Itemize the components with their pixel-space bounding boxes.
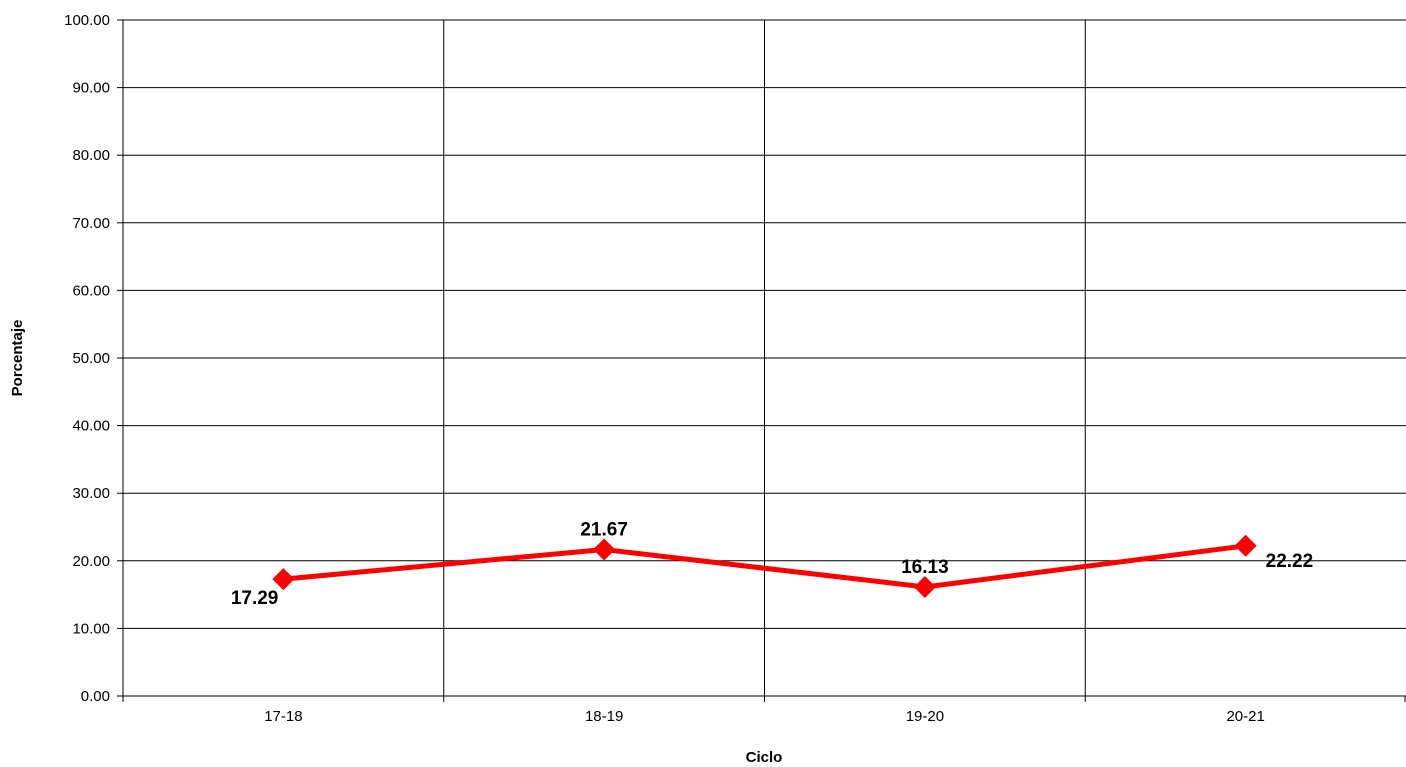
gridlines (123, 19, 1406, 696)
data-label: 16.13 (901, 557, 949, 578)
data-point-marker (1234, 534, 1257, 557)
y-tick-label: 50.00 (72, 350, 110, 367)
y-tick-label: 100.00 (64, 12, 110, 29)
y-tick-label: 40.00 (72, 418, 110, 435)
y-tick-label: 80.00 (72, 147, 110, 164)
data-label: 21.67 (580, 520, 628, 541)
y-axis-ticks: 0.00 10.00 20.00 30.00 40.00 50.00 60.00 70.00 8… (64, 12, 123, 705)
y-axis-title: Porcentaje (9, 320, 26, 397)
series-group (272, 534, 1257, 598)
y-tick-label: 60.00 (72, 282, 110, 299)
x-axis-title: Ciclo (746, 749, 783, 766)
data-point-marker (913, 575, 936, 598)
data-label: 22.22 (1266, 551, 1314, 572)
data-labels: 17.29 21.67 16.13 22.22 (231, 520, 1313, 610)
series-line (280, 543, 1249, 590)
data-point-marker (272, 568, 295, 591)
x-tick-label: 19-20 (906, 708, 944, 725)
x-tick-label: 20-21 (1226, 708, 1264, 725)
y-tick-label: 90.00 (72, 80, 110, 97)
x-tick-label: 18-19 (585, 708, 623, 725)
y-tick-label: 70.00 (72, 215, 110, 232)
x-axis-ticks: 17-18 18-19 19-20 20-21 (122, 696, 1406, 725)
y-tick-label: 20.00 (72, 553, 110, 570)
x-tick-label: 17-18 (264, 708, 302, 725)
y-tick-label: 30.00 (72, 485, 110, 502)
data-point-marker (593, 538, 616, 561)
y-tick-label: 10.00 (72, 620, 110, 637)
data-label: 17.29 (231, 588, 279, 609)
y-tick-label: 0.00 (81, 688, 110, 705)
